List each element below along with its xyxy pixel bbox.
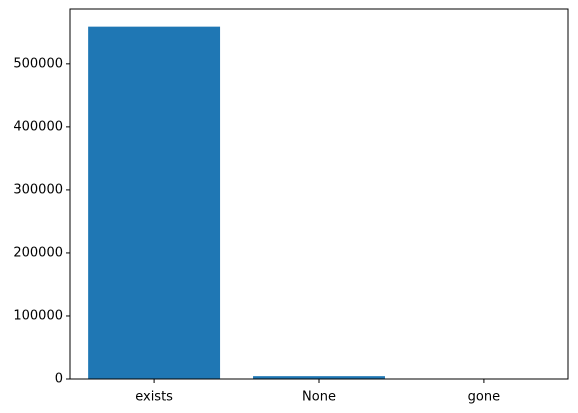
x-axis-ticks: exists None gone (135, 379, 500, 405)
y-tick-label: 0 (55, 372, 63, 387)
bars-group (88, 26, 550, 380)
x-tick-label: None (302, 390, 336, 405)
y-tick-label: 300000 (13, 182, 63, 197)
y-axis-ticks: 0 100000 200000 300000 400000 500000 (13, 56, 70, 387)
plot-frame (69, 8, 569, 380)
y-tick-label: 200000 (13, 245, 63, 260)
bar-exists (88, 26, 221, 380)
y-tick-label: 500000 (13, 56, 63, 71)
y-tick-label: 100000 (13, 308, 63, 323)
y-tick-label: 400000 (13, 119, 63, 134)
bar-none (253, 376, 385, 379)
x-tick-label: gone (468, 390, 500, 405)
x-tick-label: exists (135, 390, 173, 405)
